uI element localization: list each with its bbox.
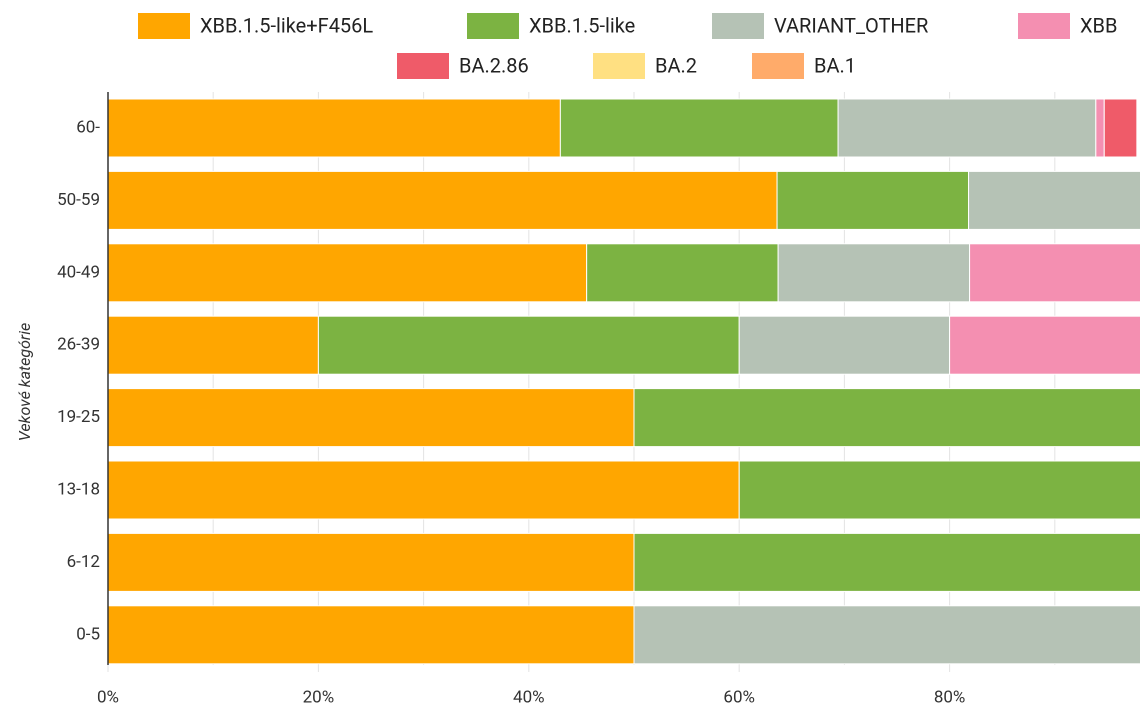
bar-segment — [777, 243, 971, 303]
bar-segment — [107, 605, 635, 665]
bar-segment — [107, 460, 740, 520]
bar-segment — [586, 243, 779, 303]
bar-segment — [837, 98, 1097, 158]
bar-segment — [776, 170, 970, 230]
y-tick-label: 26-39 — [57, 335, 100, 355]
y-tick-label: 40-49 — [57, 262, 100, 282]
bar-segment — [1103, 98, 1138, 158]
bar-segment — [107, 243, 588, 303]
x-tick-label: 80% — [934, 687, 966, 707]
bar-segment — [949, 315, 1140, 375]
bar-segment — [738, 315, 951, 375]
legend-swatch — [712, 13, 764, 39]
bar-segment — [107, 388, 635, 448]
legend-swatch — [593, 53, 645, 79]
bar-segment — [317, 315, 740, 375]
bar-segment — [1095, 98, 1105, 158]
legend-label: XBB.1.5-like+F456L — [200, 13, 373, 37]
bar-segment — [107, 170, 778, 230]
legend-label: BA.1 — [814, 53, 856, 77]
bar-segment — [969, 243, 1140, 303]
legend-label: VARIANT_OTHER — [774, 13, 928, 37]
bar-segment — [633, 388, 1140, 448]
legend: XBB.1.5-like+F456L XBB.1.5-like VARIANT_OT… — [138, 13, 1117, 79]
bar-segment — [633, 532, 1140, 592]
y-tick-label: 13-18 — [57, 479, 100, 499]
legend-swatch — [138, 13, 190, 39]
bar-segment — [559, 98, 839, 158]
x-tick-label: 40% — [513, 687, 545, 707]
y-tick-label: 0-5 — [76, 624, 100, 644]
bar-segment — [107, 98, 561, 158]
bar-segment — [107, 315, 319, 375]
y-tick-label: 60- — [76, 117, 100, 137]
bar-segment — [107, 532, 635, 592]
legend-swatch — [1018, 13, 1070, 39]
y-axis-label: Vekové kategórie — [15, 323, 34, 441]
legend-swatch — [467, 13, 519, 39]
x-tick-label: 0% — [97, 687, 119, 707]
x-tick-label: 60% — [723, 687, 755, 707]
bar-segment — [968, 170, 1140, 230]
legend-label: XBB.1.5-like — [529, 13, 635, 37]
legend-label: BA.2.86 — [459, 53, 529, 77]
x-tick-label: 20% — [303, 687, 335, 707]
legend-swatch — [397, 53, 449, 79]
bar-segment — [633, 605, 1140, 665]
legend-label: XBB — [1080, 13, 1117, 37]
y-tick-label: 19-25 — [57, 407, 100, 427]
legend-swatch — [752, 53, 804, 79]
y-tick-label: 6-12 — [67, 552, 100, 572]
legend-label: BA.2 — [655, 53, 697, 77]
y-tick-label: 50-59 — [57, 190, 100, 210]
bar-segment — [738, 460, 1140, 520]
